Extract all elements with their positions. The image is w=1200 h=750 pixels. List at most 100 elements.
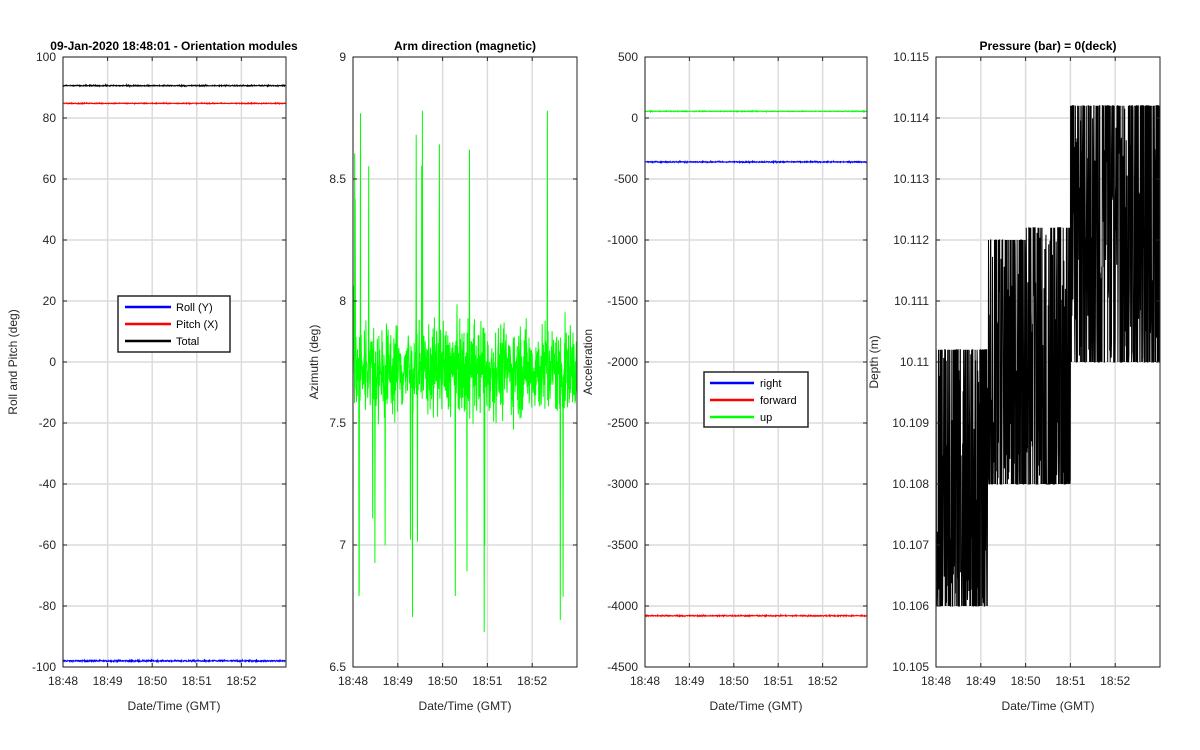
panel-acceleration-legend: right forward up: [703, 371, 809, 428]
panel-acceleration-series: [644, 109, 868, 618]
series-line-right: [644, 159, 868, 165]
panel-arm-direction-xticks: 18:48 18:49 18:50 18:51 18:52: [338, 57, 548, 688]
legend-label-forward: forward: [760, 395, 797, 407]
series-line-depth: [935, 105, 1161, 607]
y-tick-label: 20: [43, 294, 57, 308]
panel-arm-direction-ylabel: Azimuth (deg): [307, 325, 321, 400]
x-tick-label: 18:50: [137, 674, 167, 688]
y-tick-label: 8.5: [329, 172, 346, 186]
y-tick-label: -2500: [607, 416, 638, 430]
panel-acceleration: -4500 -4000 -3500 -3000 -2500 -2000 -1500 -1000…: [581, 50, 868, 713]
y-tick-label: -3000: [607, 477, 638, 491]
series-line-azimuth: [352, 110, 578, 633]
panel-orientation-xticks: 18:48 18:49 18:50 18:51 18:52: [48, 57, 257, 688]
x-tick-label: 18:48: [921, 674, 951, 688]
y-tick-label: 500: [618, 50, 638, 64]
legend-label-right: right: [760, 378, 781, 390]
legend-label-pitch: Pitch (X): [176, 319, 218, 331]
y-tick-label: 10.109: [892, 416, 929, 430]
y-tick-label: 80: [43, 111, 57, 125]
x-tick-label: 18:49: [93, 674, 123, 688]
panel-pressure-series: [935, 105, 1161, 607]
x-tick-label: 18:51: [472, 674, 502, 688]
panel-orientation: 09-Jan-2020 18:48:01 - Orientation modul…: [6, 39, 298, 713]
series-line-roll-y-: [62, 658, 287, 664]
panel-orientation-xlabel: Date/Time (GMT): [128, 699, 221, 713]
y-tick-label: -1000: [607, 233, 638, 247]
panel-acceleration-xticks: 18:48 18:49 18:50 18:51 18:52: [630, 57, 838, 688]
panel-pressure-xlabel: Date/Time (GMT): [1002, 699, 1095, 713]
legend-label-total: Total: [176, 336, 199, 348]
panel-arm-direction-title: Arm direction (magnetic): [394, 39, 536, 53]
x-tick-label: 18:48: [630, 674, 660, 688]
panel-arm-direction-series: [352, 110, 578, 633]
panel-orientation-yticks: -100 -80 -60 -40 -20 0 20 40 60 80 100: [32, 50, 286, 674]
panel-arm-direction: Arm direction (magnetic) 6.5 7 7.5 8 8.5 9 18…: [307, 39, 578, 713]
x-tick-label: 18:52: [226, 674, 256, 688]
x-tick-label: 18:49: [674, 674, 704, 688]
panel-orientation-legend: Roll (Y) Pitch (X) Total: [117, 295, 231, 353]
panel-pressure-yticks: 10.105 10.106 10.107 10.108 10.109 10.11 10.11…: [892, 50, 1160, 674]
y-tick-label: 10.111: [894, 294, 929, 308]
panel-arm-direction-axes-box: [352, 56, 578, 668]
x-tick-label: 18:48: [48, 674, 78, 688]
y-tick-label: 10.112: [893, 233, 929, 247]
y-tick-label: -80: [39, 599, 57, 613]
panel-pressure-ylabel: Depth (m): [867, 335, 881, 388]
x-tick-label: 18:52: [1100, 674, 1130, 688]
panel-orientation-series: [62, 82, 287, 664]
panel-pressure-xticks: 18:48 18:49 18:50 18:51 18:52: [921, 57, 1131, 688]
panel-acceleration-ylabel: Acceleration: [581, 329, 595, 395]
y-tick-label: 10.106: [892, 599, 929, 613]
panel-acceleration-xlabel: Date/Time (GMT): [710, 699, 803, 713]
y-tick-label: 0: [631, 111, 638, 125]
y-tick-label: -4500: [607, 660, 638, 674]
panel-orientation-ylabel: Roll and Pitch (deg): [6, 309, 20, 414]
y-tick-label: -20: [39, 416, 57, 430]
y-tick-label: -4000: [607, 599, 638, 613]
series-line-forward: [644, 613, 868, 618]
y-tick-label: -60: [39, 538, 57, 552]
panel-orientation-title: 09-Jan-2020 18:48:01 - Orientation modul…: [50, 39, 298, 53]
y-tick-label: 10.115: [893, 50, 929, 64]
y-tick-label: -500: [614, 172, 638, 186]
x-tick-label: 18:51: [1055, 674, 1085, 688]
y-tick-label: 10.114: [893, 111, 929, 125]
x-tick-label: 18:52: [517, 674, 547, 688]
y-tick-label: -100: [32, 660, 56, 674]
y-tick-label: -40: [39, 477, 57, 491]
legend-label-up: up: [760, 412, 772, 424]
x-tick-label: 18:48: [338, 674, 368, 688]
y-tick-label: 0: [49, 355, 56, 369]
y-tick-label: 40: [43, 233, 57, 247]
y-tick-label: 60: [43, 172, 57, 186]
x-tick-label: 18:50: [719, 674, 749, 688]
panel-arm-direction-yticks: 6.5 7 7.5 8 8.5 9: [329, 50, 577, 674]
x-tick-label: 18:50: [428, 674, 458, 688]
y-tick-label: -1500: [607, 294, 638, 308]
y-tick-label: 7.5: [329, 416, 346, 430]
y-tick-label: 10.113: [893, 172, 929, 186]
panel-pressure: Pressure (bar) = 0(deck) 10.10510.10610.…: [867, 39, 1161, 713]
y-tick-label: 6.5: [329, 660, 346, 674]
panel-acceleration-yticks: -4500 -4000 -3500 -3000 -2500 -2000 -1500 -1000…: [607, 50, 867, 674]
x-tick-label: 18:51: [763, 674, 793, 688]
y-tick-label: 10.107: [892, 538, 929, 552]
y-tick-label: 7: [339, 538, 346, 552]
panel-pressure-title: Pressure (bar) = 0(deck): [979, 39, 1116, 53]
panel-arm-direction-xlabel: Date/Time (GMT): [419, 699, 512, 713]
x-tick-label: 18:51: [182, 674, 212, 688]
y-tick-label: 100: [36, 50, 56, 64]
x-tick-label: 18:49: [966, 674, 996, 688]
y-tick-label: 10.105: [892, 660, 929, 674]
series-line-up: [644, 109, 868, 114]
x-tick-label: 18:50: [1011, 674, 1041, 688]
y-tick-label: 10.11: [900, 355, 929, 369]
series-line-total: [62, 82, 287, 89]
x-tick-label: 18:49: [383, 674, 413, 688]
y-tick-label: -2000: [607, 355, 638, 369]
y-tick-label: 10.108: [892, 477, 929, 491]
y-tick-label: -3500: [607, 538, 638, 552]
y-tick-label: 9: [339, 50, 346, 64]
